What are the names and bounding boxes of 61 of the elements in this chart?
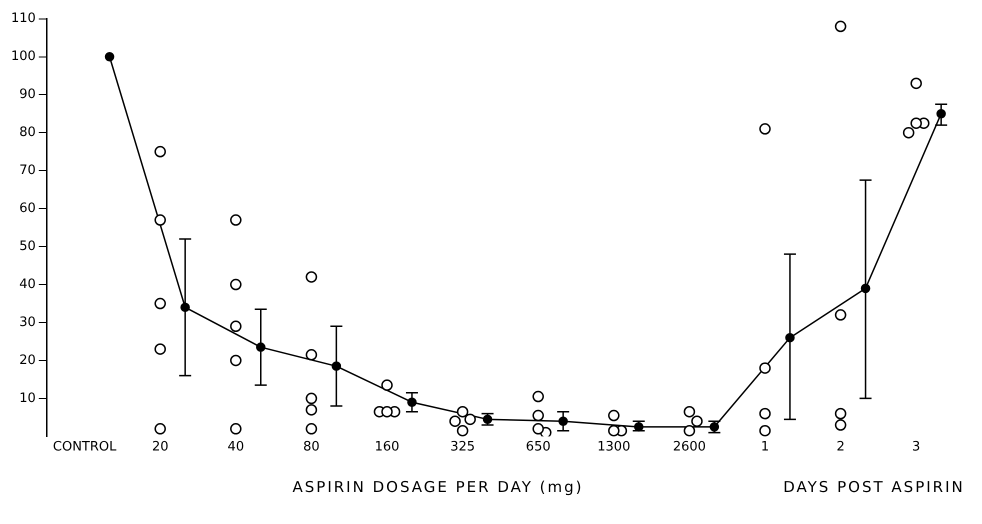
point — [532, 410, 544, 422]
x-tick-label: 80 — [303, 440, 320, 455]
point — [608, 424, 620, 436]
point — [230, 278, 242, 290]
point — [154, 423, 166, 435]
point — [154, 214, 166, 226]
y-tick-label: 40 — [19, 276, 36, 292]
x-tick-label: 650 — [526, 440, 551, 455]
x-tick-label: 2 — [836, 440, 845, 455]
point — [910, 78, 922, 90]
x-tick-label: 160 — [374, 440, 400, 455]
y-tick-label: 110 — [10, 11, 36, 26]
x-tick-label: 1300 — [597, 440, 630, 455]
point — [684, 406, 696, 418]
point — [759, 408, 771, 420]
y-tick-label: 30 — [19, 314, 36, 330]
point — [834, 408, 846, 420]
y-tick-label: 50 — [19, 238, 36, 254]
text: DAYS POST ASPIRIN — [782, 478, 966, 496]
x-axis-title: ASPIRIN DOSAGE PER DAY (mg) — [292, 478, 584, 496]
point — [456, 406, 468, 418]
point — [532, 390, 544, 402]
point — [306, 423, 318, 435]
x-tick-label: 40 — [228, 440, 244, 455]
point — [910, 117, 922, 129]
point — [834, 309, 846, 321]
y-tick-label: 70 — [19, 163, 36, 178]
x-tick-label: 20 — [152, 440, 168, 455]
point — [154, 343, 166, 355]
point — [306, 404, 318, 416]
point — [230, 320, 242, 332]
point — [456, 424, 468, 436]
point — [608, 410, 620, 422]
point — [759, 362, 771, 374]
point — [381, 406, 393, 418]
point — [230, 354, 242, 366]
point — [684, 424, 696, 436]
point — [154, 146, 166, 158]
point — [154, 298, 166, 310]
point — [230, 214, 242, 226]
x-tick-label: 325 — [450, 440, 476, 455]
point — [759, 123, 771, 135]
point — [230, 423, 242, 435]
point — [381, 379, 393, 391]
point — [834, 419, 846, 431]
y-tick-label: 60 — [19, 200, 36, 216]
y-tick-label: 100 — [10, 49, 36, 64]
point — [834, 20, 846, 32]
x-tick-label: 2600 — [672, 440, 706, 455]
y-tick-label: 90 — [19, 87, 36, 102]
x-tick-label: CONTROL — [52, 440, 118, 455]
y-tick-label: 10 — [19, 390, 36, 406]
point — [306, 349, 318, 361]
point — [759, 424, 771, 436]
point — [532, 423, 544, 435]
y-tick-label: 80 — [19, 125, 36, 140]
point — [306, 392, 318, 404]
x-tick-label: 3 — [912, 440, 920, 455]
x-tick-label: 1 — [760, 440, 770, 455]
y-tick-label: 20 — [19, 352, 36, 368]
point — [306, 271, 318, 283]
